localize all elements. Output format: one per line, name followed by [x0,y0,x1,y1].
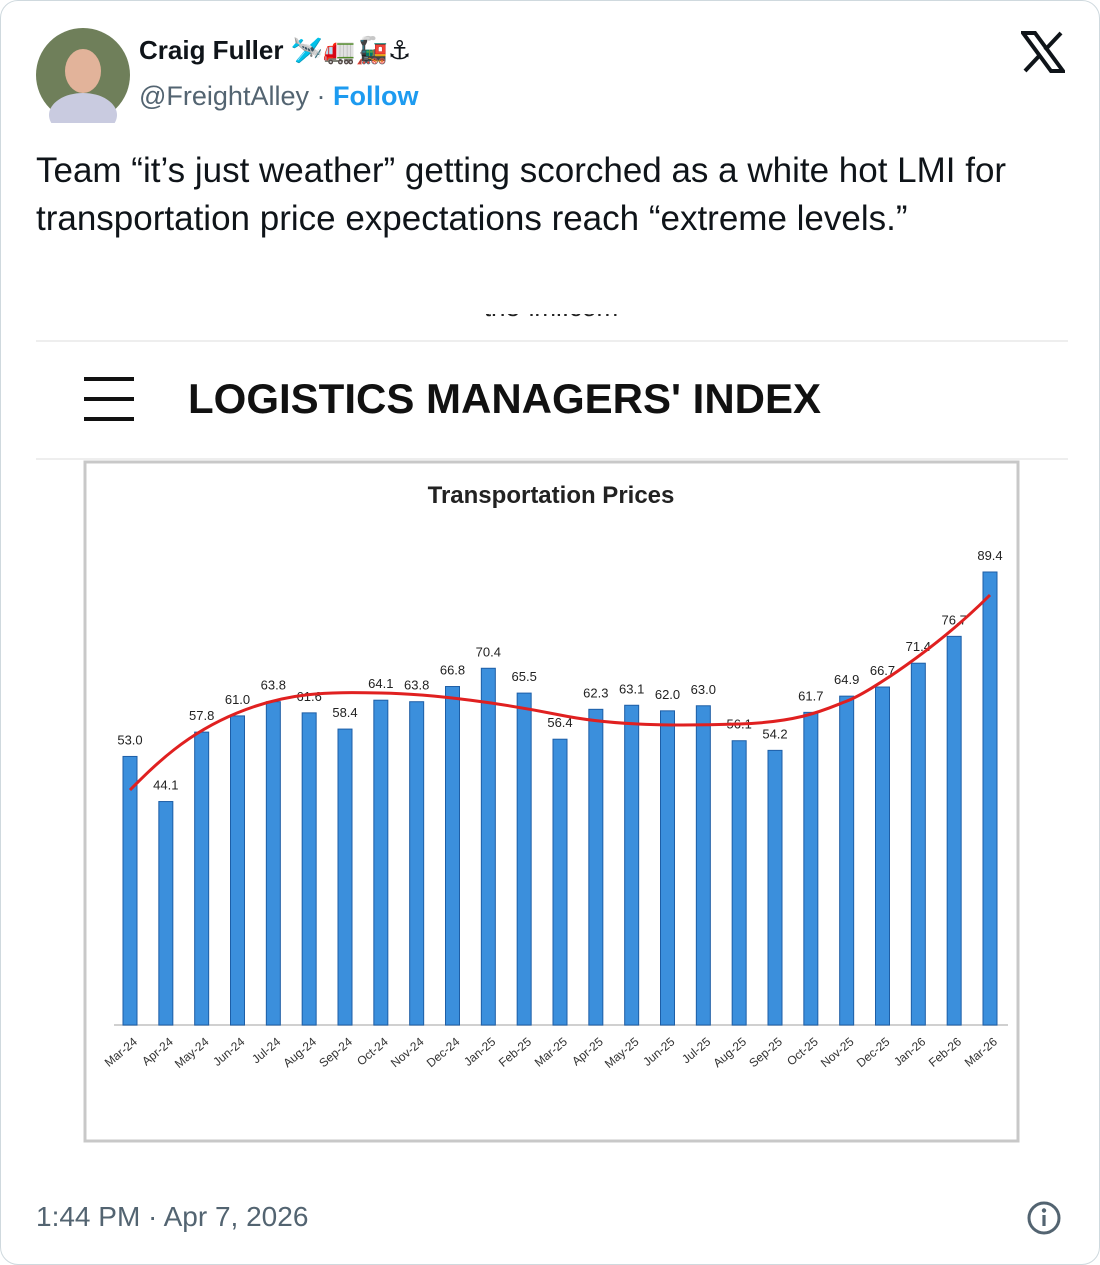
value-label: 66.7 [870,663,895,678]
value-label: 65.5 [512,669,537,684]
avatar[interactable] [35,27,131,123]
handle-row: @FreightAlley · Follow [139,81,418,112]
bar [839,695,855,1026]
value-label: 53.0 [117,732,142,747]
source-url: the-lmi.com [484,314,618,322]
header-title: LOGISTICS MANAGERS' INDEX [188,375,821,422]
value-label: 64.9 [834,672,859,687]
bar [982,571,998,1026]
bar [767,749,783,1026]
value-label: 44.1 [153,778,178,793]
bar [301,712,317,1026]
value-label: 61.0 [225,692,250,707]
bar [731,740,747,1026]
bar [624,704,640,1026]
bar [516,692,532,1026]
bar [803,711,819,1026]
bar [588,708,604,1026]
value-label: 64.1 [368,676,393,691]
value-label: 58.4 [332,705,357,720]
bar [373,699,389,1026]
bar [337,728,353,1026]
bar [409,701,425,1026]
value-label: 62.3 [583,685,608,700]
value-label: 63.8 [404,678,429,693]
bar [480,667,496,1026]
value-label: 63.0 [691,682,716,697]
info-icon[interactable] [1026,1200,1062,1236]
bar [230,715,245,1026]
bar [122,755,138,1026]
bar [445,686,460,1026]
value-label: 89.4 [977,548,1002,563]
hamburger-icon [84,377,134,421]
bar [695,705,711,1026]
value-label: 63.1 [619,681,644,696]
handle[interactable]: @FreightAlley [139,81,309,111]
tweet-text: Team “it’s just weather” getting scorche… [36,151,1007,238]
trend-line [128,593,992,792]
value-label: 63.8 [261,678,286,693]
bar [552,738,568,1026]
bar [194,731,210,1026]
bar [265,701,281,1026]
chart-title: Transportation Prices [428,482,675,509]
value-label: 71.4 [906,639,931,654]
value-label: 66.8 [440,663,465,678]
bar [158,801,174,1026]
separator: · [316,81,326,111]
bar [660,710,675,1026]
bar [910,662,926,1026]
value-label: 62.0 [655,687,680,702]
follow-button[interactable]: Follow [333,81,419,111]
value-label: 70.4 [476,644,501,659]
media-image[interactable]: the-lmi.com LOGISTICS MANAGERS' INDEX Tr… [36,314,1068,1182]
bar [946,635,962,1026]
value-label: 61.7 [798,688,823,703]
x-logo[interactable] [1021,31,1065,73]
value-label: 56.4 [547,715,572,730]
value-label: 54.2 [762,726,787,741]
bar [875,686,890,1026]
author-name[interactable]: Craig Fuller 🛩️🚛🚂⚓ [139,35,412,65]
value-label: 57.8 [189,708,214,723]
timestamp[interactable]: 1:44 PM · Apr 7, 2026 [36,1201,309,1232]
